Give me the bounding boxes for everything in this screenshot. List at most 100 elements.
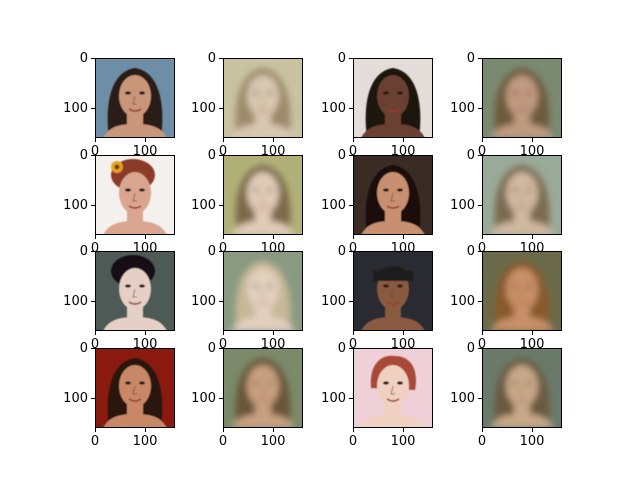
x-tick-label: 100 xyxy=(390,434,416,449)
y-tick-label: 0 xyxy=(337,244,346,259)
reconstructed-face-image xyxy=(223,251,303,331)
y-tick xyxy=(219,108,223,109)
y-tick-label: 0 xyxy=(79,148,88,163)
original-face-image xyxy=(95,251,175,331)
y-tick-label: 0 xyxy=(79,244,88,259)
y-tick-label: 100 xyxy=(450,294,475,309)
reconstructed-face-image xyxy=(482,58,562,138)
y-tick xyxy=(478,155,482,156)
y-tick xyxy=(349,348,353,349)
x-tick-label: 0 xyxy=(90,337,100,352)
x-tick xyxy=(482,331,483,335)
y-tick xyxy=(219,58,223,59)
y-tick-label: 100 xyxy=(191,198,216,213)
x-tick xyxy=(403,235,404,239)
y-tick-label: 100 xyxy=(191,391,216,406)
original-face-image xyxy=(95,155,175,235)
y-tick-label: 100 xyxy=(321,391,346,406)
image-panel: 0 100 0 100 xyxy=(63,52,175,158)
original-face-image xyxy=(353,155,433,235)
y-tick xyxy=(91,205,95,206)
x-tick xyxy=(403,331,404,335)
y-tick-label: 0 xyxy=(466,51,475,66)
y-tick-label: 100 xyxy=(63,294,88,309)
y-tick xyxy=(478,251,482,252)
y-tick-label: 0 xyxy=(337,341,346,356)
x-tick-label: 0 xyxy=(348,241,358,256)
y-tick xyxy=(478,301,482,302)
image-panel: 0 100 0 100 xyxy=(321,52,433,158)
image-panel: 0 100 0 100 xyxy=(450,149,562,255)
x-tick xyxy=(95,235,96,239)
x-tick-label: 100 xyxy=(519,337,545,352)
y-tick xyxy=(478,398,482,399)
y-tick xyxy=(219,301,223,302)
y-tick xyxy=(219,398,223,399)
y-tick xyxy=(219,251,223,252)
x-tick xyxy=(223,331,224,335)
image-panel: 0 100 0 100 xyxy=(63,245,175,351)
x-tick xyxy=(95,428,96,432)
y-tick-label: 100 xyxy=(63,391,88,406)
x-tick-label: 100 xyxy=(390,144,416,159)
reconstructed-face-image xyxy=(482,348,562,428)
image-panel: 0 100 0 100 xyxy=(63,149,175,255)
x-tick xyxy=(273,138,274,142)
y-tick xyxy=(478,108,482,109)
y-tick-label: 0 xyxy=(207,51,216,66)
x-tick-label: 100 xyxy=(132,144,158,159)
x-tick-label: 100 xyxy=(260,337,286,352)
x-tick-label: 100 xyxy=(132,434,158,449)
x-tick xyxy=(273,235,274,239)
x-tick-label: 0 xyxy=(90,144,100,159)
x-tick-label: 100 xyxy=(519,144,545,159)
x-tick-label: 100 xyxy=(390,337,416,352)
y-tick xyxy=(349,108,353,109)
y-tick xyxy=(478,205,482,206)
y-tick-label: 0 xyxy=(207,244,216,259)
x-tick-label: 100 xyxy=(132,337,158,352)
y-tick-label: 100 xyxy=(321,101,346,116)
image-panel: 0 100 0 100 xyxy=(321,245,433,351)
x-tick-label: 0 xyxy=(348,337,358,352)
y-tick xyxy=(91,251,95,252)
y-tick xyxy=(91,155,95,156)
y-tick xyxy=(349,301,353,302)
x-tick-label: 0 xyxy=(477,144,487,159)
x-tick xyxy=(532,331,533,335)
image-panel: 0 100 0 100 xyxy=(450,245,562,351)
y-tick xyxy=(91,301,95,302)
x-tick xyxy=(353,428,354,432)
x-tick xyxy=(273,331,274,335)
y-tick xyxy=(349,251,353,252)
x-tick xyxy=(353,138,354,142)
image-panel: 0 100 0 100 xyxy=(450,342,562,448)
reconstructed-face-image xyxy=(482,155,562,235)
y-tick-label: 0 xyxy=(337,148,346,163)
x-tick xyxy=(95,331,96,335)
y-tick xyxy=(478,348,482,349)
y-tick xyxy=(349,398,353,399)
image-panel: 0 100 0 100 xyxy=(321,342,433,448)
x-tick xyxy=(403,428,404,432)
y-tick xyxy=(349,58,353,59)
image-panel: 0 100 0 100 xyxy=(191,245,303,351)
x-tick-label: 0 xyxy=(218,144,228,159)
x-tick xyxy=(145,428,146,432)
y-tick xyxy=(478,58,482,59)
y-tick-label: 100 xyxy=(450,391,475,406)
x-tick xyxy=(223,138,224,142)
y-tick-label: 100 xyxy=(450,198,475,213)
image-panel: 0 100 0 100 xyxy=(191,342,303,448)
x-tick-label: 0 xyxy=(477,241,487,256)
x-tick-label: 0 xyxy=(348,434,358,449)
reconstructed-face-image xyxy=(223,58,303,138)
x-tick xyxy=(273,428,274,432)
y-tick xyxy=(349,205,353,206)
x-tick-label: 0 xyxy=(90,241,100,256)
x-tick-label: 100 xyxy=(260,144,286,159)
x-tick xyxy=(145,235,146,239)
original-face-image xyxy=(95,58,175,138)
y-tick-label: 0 xyxy=(79,51,88,66)
